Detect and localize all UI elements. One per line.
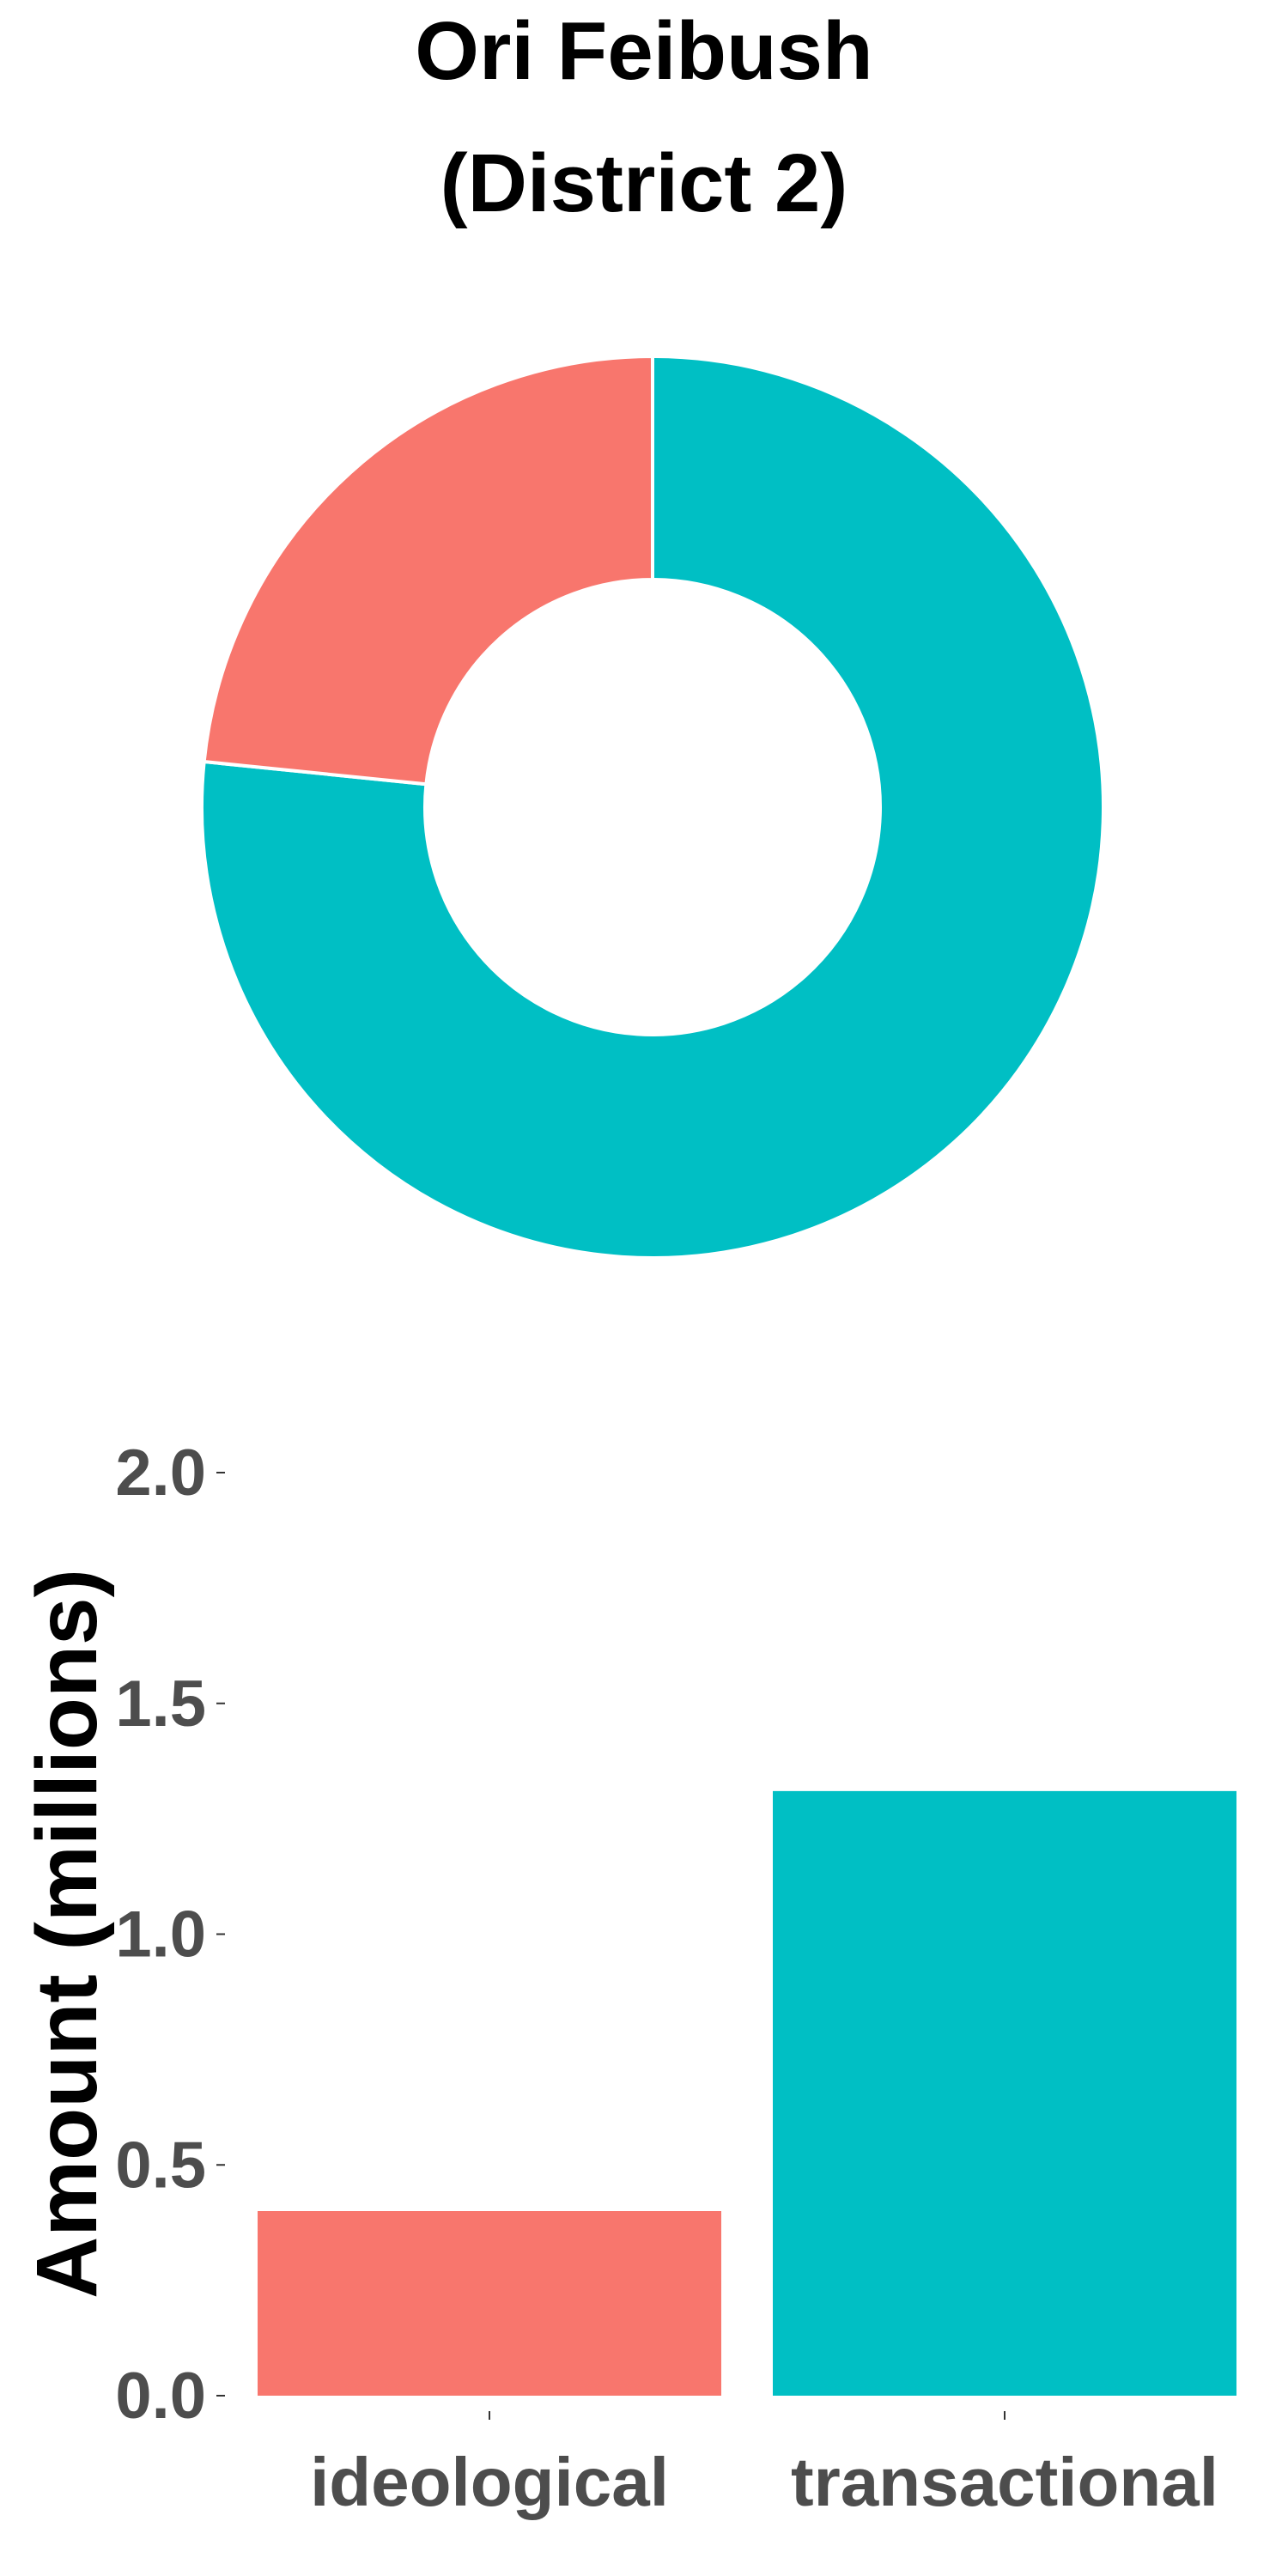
bar-transactional	[773, 1790, 1236, 2396]
y-tick-label: 2.0	[115, 1437, 206, 1510]
y-axis-title: Amount (millions)	[19, 1569, 115, 2299]
chart-title-line-1: Ori Feibush	[415, 5, 873, 97]
y-tick-label: 0.0	[115, 2360, 206, 2433]
x-tick-label-ideological: ideological	[310, 2444, 669, 2520]
donut-slice-transactional	[200, 354, 1105, 1260]
bar-ideological	[258, 2211, 721, 2396]
y-tick-label: 1.0	[115, 1899, 206, 1971]
x-tick-label-transactional: transactional	[791, 2444, 1218, 2520]
donut-slice-ideological	[202, 354, 654, 787]
donut-chart	[200, 354, 1105, 1260]
chart-title-line-2: (District 2)	[440, 137, 848, 229]
y-tick-label: 0.5	[115, 2129, 206, 2202]
y-tick-label: 1.5	[115, 1668, 206, 1741]
